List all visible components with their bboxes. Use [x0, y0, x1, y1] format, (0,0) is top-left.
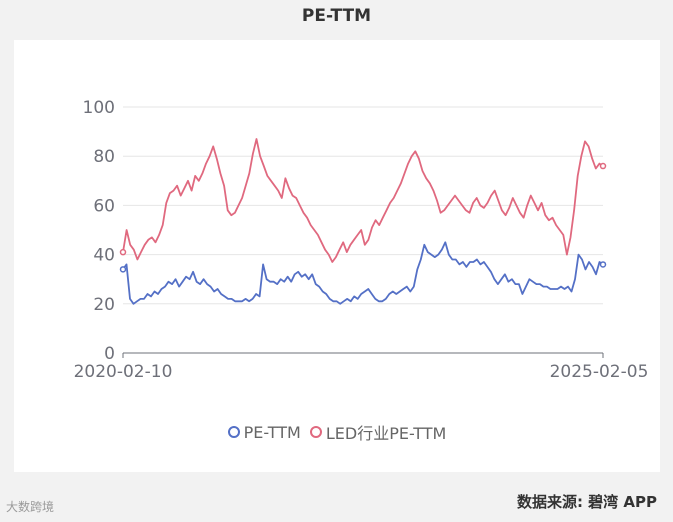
legend-label-pe-ttm: PE-TTM [243, 422, 301, 442]
data-source-label: 数据来源: 碧湾 APP [516, 493, 657, 511]
y-tick-label-100: 100 [83, 98, 115, 118]
legend-label-led-pe-ttm: LED行业PE-TTM [325, 424, 447, 443]
series-end-point-pe-ttm [599, 261, 607, 268]
legend-item-led-pe-ttm[interactable]: LED行业PE-TTM [309, 420, 447, 444]
series-line-pe-ttm [122, 241, 604, 305]
y-tick-label-0: 0 [104, 344, 115, 364]
chart-legend[interactable]: PE-TTM LED行业PE-TTM [14, 420, 660, 444]
series-start-point-led-pe-ttm [119, 248, 127, 256]
y-tick-label-80: 80 [93, 147, 115, 167]
legend-marker-led-pe-ttm [309, 426, 322, 438]
y-tick-label-60: 60 [93, 196, 115, 216]
series-start-point-pe-ttm [119, 266, 127, 273]
chart-panel: 0 20 40 60 80 100 2020-02-10 2025-02-05 [14, 40, 660, 472]
y-tick-label-40: 40 [93, 246, 115, 266]
x-tick-label-start: 2020-02-10 [74, 362, 173, 382]
legend-marker-pe-ttm [227, 426, 240, 438]
series-end-point-led-pe-ttm [599, 162, 607, 170]
y-tick-label-20: 20 [93, 295, 115, 315]
logo-text: 大数跨境 [6, 500, 55, 514]
legend-item-pe-ttm[interactable]: PE-TTM [227, 422, 301, 442]
x-tick-label-end: 2025-02-05 [550, 362, 649, 382]
pe-ttm-line-chart: 0 20 40 60 80 100 2020-02-10 2025-02-05 [74, 98, 649, 382]
series-line-led-pe-ttm [122, 138, 604, 263]
chart-title: PE-TTM [301, 6, 372, 26]
